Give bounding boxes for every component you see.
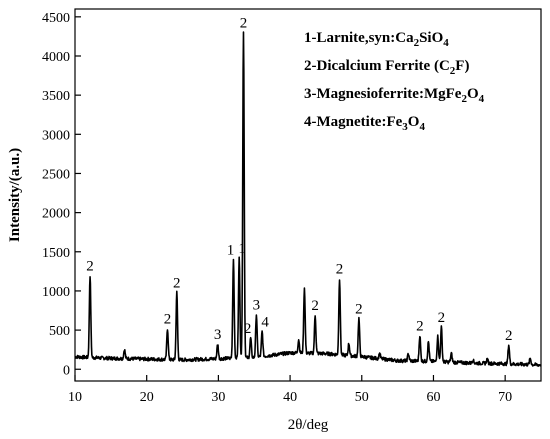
peak-label: 1 (227, 243, 235, 259)
peak-label: 2 (355, 301, 363, 317)
y-tick-label: 1500 (42, 246, 70, 261)
legend: 1-Larnite,syn:Ca2SiO4 2-Dicalcium Ferrite… (304, 30, 485, 133)
x-tick-label: 10 (68, 390, 82, 405)
plot-frame (74, 8, 542, 382)
y-tick-label: 3500 (42, 89, 70, 104)
legend-entry: 3-Magnesioferrite:MgFe2O4 (304, 86, 485, 105)
peak-label: 4 (261, 315, 269, 331)
tick-labels: 10 20 30 40 50 60 70 0 500 1000 1500 2000 2500 3000 35… (42, 11, 512, 405)
legend-entry: 2-Dicalcium Ferrite (C2F) (304, 58, 469, 77)
peak-label: 1 (238, 241, 246, 257)
x-tick-label: 70 (498, 390, 512, 405)
peak-label: 2 (336, 261, 344, 277)
y-tick-label: 4000 (42, 50, 70, 65)
peak-label: 2 (438, 310, 446, 326)
y-tick-label: 1000 (42, 285, 70, 300)
peak-label: 2 (244, 321, 252, 337)
xrd-pattern-line (74, 31, 542, 368)
y-tick-label: 500 (49, 324, 70, 339)
peak-label: 2 (86, 258, 94, 274)
x-tick-label: 40 (283, 390, 297, 405)
y-axis-title: Intensity/(a.u.) (7, 148, 23, 242)
x-tick-label: 50 (355, 390, 369, 405)
y-tick-label: 2500 (42, 167, 70, 182)
x-tick-label: 30 (211, 390, 225, 405)
peak-label: 2 (173, 276, 181, 292)
x-tick-label: 20 (140, 390, 154, 405)
peak-label: 3 (253, 297, 261, 313)
peak-label: 2 (240, 15, 248, 31)
y-tick-label: 0 (63, 363, 70, 378)
y-tick-label: 2000 (42, 207, 70, 222)
peak-label: 2 (164, 312, 172, 328)
y-tick-label: 3000 (42, 128, 70, 143)
x-tick-label: 60 (426, 390, 440, 405)
peak-label: 3 (214, 327, 222, 343)
legend-entry: 4-Magnetite:Fe3O4 (304, 114, 425, 133)
peak-label: 2 (416, 319, 424, 335)
legend-entry: 1-Larnite,syn:Ca2SiO4 (304, 30, 449, 49)
axis-ticks (74, 16, 506, 381)
peak-label: 2 (505, 328, 513, 344)
x-axis-title: 2θ/deg (288, 417, 329, 433)
y-tick-label: 4500 (42, 11, 70, 26)
peak-label: 2 (311, 298, 319, 314)
